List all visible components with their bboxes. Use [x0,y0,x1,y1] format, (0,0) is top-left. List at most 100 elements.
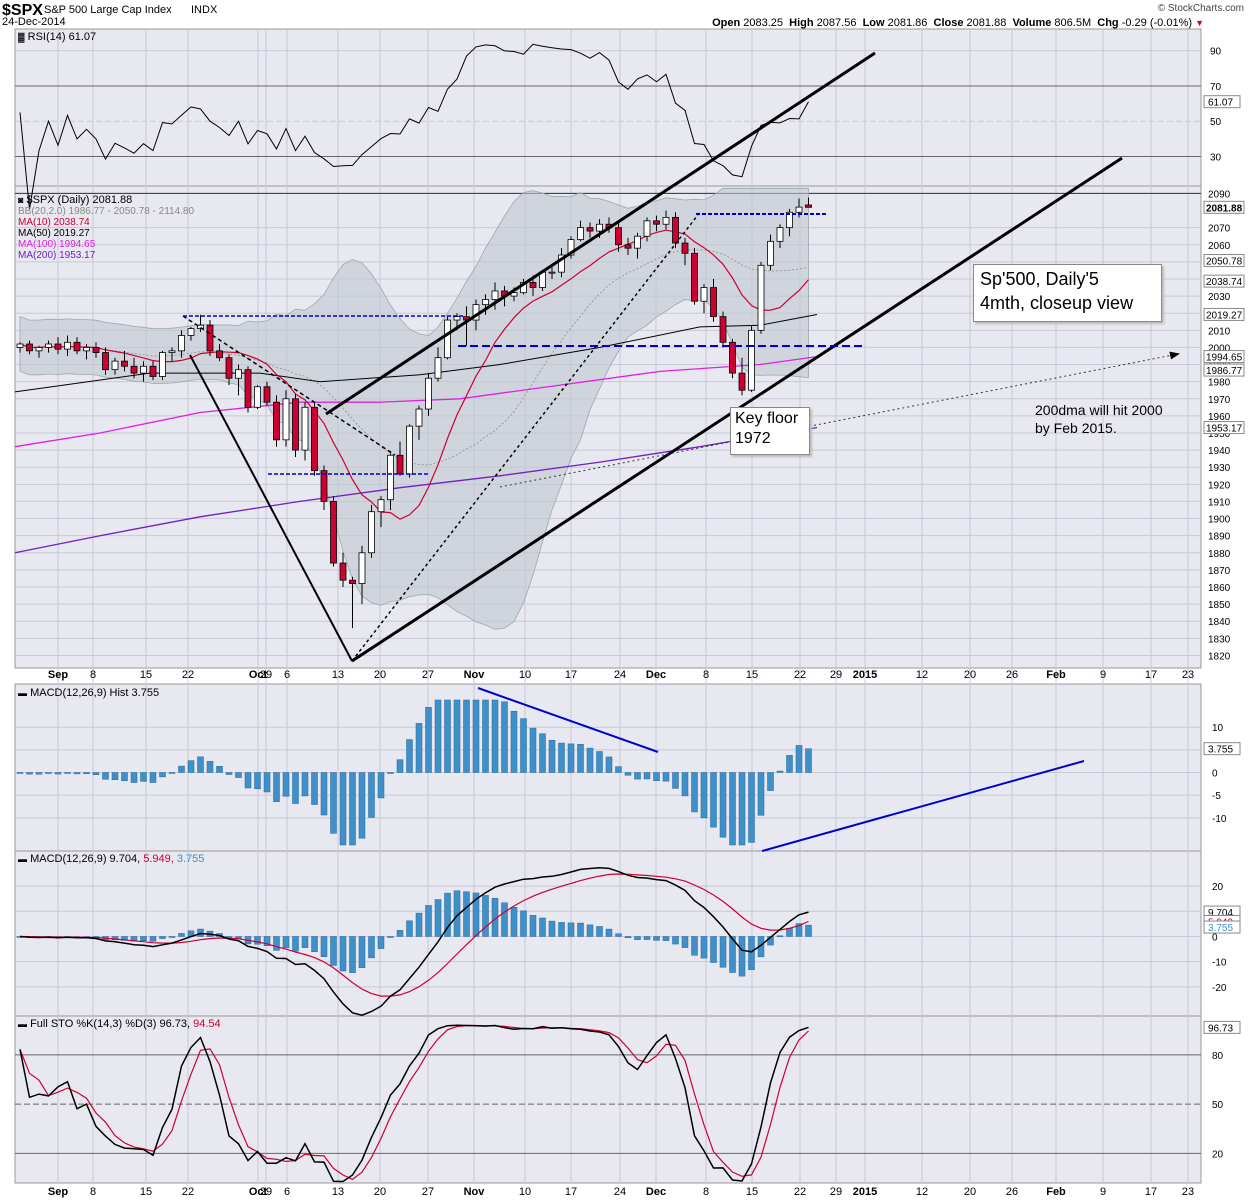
volume-value: 806.5M [1054,17,1092,29]
open-label: Open [712,17,741,29]
candle-body [491,290,499,300]
brand-logo: © StockCharts.com [1157,3,1244,14]
price-tick-label: 1900 [1208,515,1231,526]
ma200-legend-label: MA(200) 1953.17 [18,250,96,261]
candle-body [159,352,166,377]
hist-bar [558,742,565,773]
hist-bar [26,772,33,775]
hist-bar [672,772,679,789]
candle-body [149,365,157,377]
macd-tick-label: -20 [1212,983,1227,994]
candle-body [35,347,43,352]
hist-bar [767,772,774,791]
macd-hist-bar [396,930,404,937]
macd-hist-bar [691,936,698,956]
hist-bar [624,772,632,776]
candle-body [254,386,261,408]
hist-bar [719,772,727,838]
hist-bar [786,755,793,773]
hist-bar [64,772,71,774]
macd-hist-bar [700,936,708,959]
price-tick-label: 1830 [1208,634,1231,645]
price-tick-label: 1960 [1208,412,1231,423]
candle-body [140,365,147,374]
price-legend-label: ◙ $SPX (Daily) 2081.88 [18,195,194,206]
hist-tick-label: 0 [1212,769,1218,780]
macd-hist-bar [415,912,423,937]
macd-hist-bar [349,936,356,973]
macd-hist-bar [254,936,261,945]
candle-body [596,223,603,232]
sto-tag-label: 96.73 [1208,1023,1233,1034]
candle-body [786,211,793,229]
close-label: Close [933,17,964,29]
hist-bar [225,772,233,775]
hist-bar [434,699,442,773]
x-tick-label: 22 [794,669,806,681]
x-tick-label: 13 [332,669,344,681]
price-tick-label: 1940 [1208,446,1231,457]
header-date: 24-Dec-2014 [2,16,66,28]
candle-body [244,369,252,408]
macd-hist-bar [263,936,271,947]
candles [16,197,812,629]
hist-tick-label: -10 [1212,814,1227,825]
hist-bar [662,772,670,782]
candle-body [558,254,565,273]
macd-hist-bar [273,936,280,951]
x-tick-label: 2015 [853,669,877,681]
hist-bar [235,772,242,778]
hist-bar [729,772,736,846]
x-tick-label: 2015 [853,1186,877,1198]
x-tick-label: 8 [90,1186,96,1198]
macd-hist-bar [121,936,128,941]
hist-bar [339,772,347,846]
hist-bar [263,772,271,793]
sto-tag-box [1203,1020,1241,1034]
x-tick-label: Sep [48,1186,68,1198]
hist-bar [406,739,413,773]
sto-d-line [19,1024,809,1180]
price-tag-label: 2038.74 [1206,277,1243,288]
ma200-projection-line [499,351,1180,488]
ma50-legend-label: MA(50) 2019.27 [18,228,90,239]
sto-legend: ▬ Full STO %K(14,3) %D(3) 96.73, 94.54 [18,1018,221,1030]
hist-tick-label: -5 [1212,791,1221,802]
x-tick-label: 20 [374,669,386,681]
hist-bar [615,766,622,773]
price-tick-label: 1890 [1208,532,1231,543]
candle-body [330,501,337,564]
macd-hist-bar [282,936,290,949]
x-tick-label: 20 [964,1186,976,1198]
candle-body [121,360,128,367]
hist-bar [273,772,280,802]
candle-body [548,271,556,274]
hist-bar [757,772,765,816]
rsi-tick-label: 90 [1210,47,1222,58]
price-tick-label: 2090 [1208,189,1231,200]
x-tick-label: 17 [565,1186,577,1198]
candle-body [130,365,138,374]
macd-hist-bar [501,902,508,937]
macd-tick-label: 0 [1212,932,1218,943]
price-tick-label: 1950 [1208,429,1231,440]
x-tick-label: 20 [964,669,976,681]
x-tick-label: 10 [519,669,531,681]
macd-hist-bar [330,936,337,966]
hist-bar [301,772,309,797]
hist-bar [425,707,432,773]
candle-body [320,470,328,502]
hist-bar [653,772,660,781]
x-tick-label: 12 [916,1186,928,1198]
dotted-up-line [351,210,702,662]
price-tick-label: 1880 [1208,549,1231,560]
candle-body [567,239,575,256]
x-tick-label: 15 [140,1186,152,1198]
candle-legend-icon: ◙ [18,195,24,205]
hist-bar [596,751,603,773]
candle-body [634,235,641,249]
annotation-200dma-line2: by Feb 2015. [1035,420,1117,436]
header-symbol: $SPX [2,2,43,19]
macd-hist-legend-icon: ▬ [18,688,27,698]
sto-tick-label: 50 [1212,1100,1224,1111]
